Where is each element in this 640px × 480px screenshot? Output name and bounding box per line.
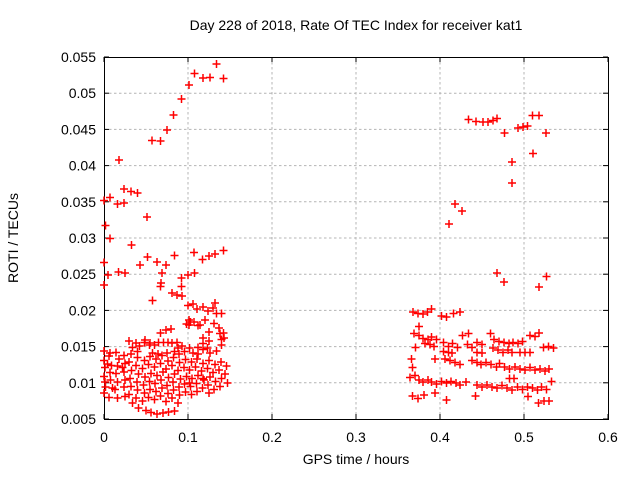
x-tick-label: 0.3 — [346, 429, 366, 445]
x-tick-label: 0.4 — [430, 429, 450, 445]
y-tick-label: 0.02 — [69, 302, 96, 318]
axis-ticks — [103, 56, 609, 420]
x-tick-label: 0.2 — [262, 429, 282, 445]
scatter-series-ROTI — [100, 60, 558, 418]
x-tick-label: 0.6 — [598, 429, 618, 445]
data-points — [100, 60, 558, 418]
x-tick-label: 0.1 — [178, 429, 198, 445]
tick-labels: 0 0.1 0.2 0.3 0.4 0.5 0.6 0.005 0.01 0.015 0.02 0.0… — [61, 49, 618, 445]
y-tick-label: 0.045 — [61, 121, 96, 137]
y-tick-label: 0.03 — [69, 230, 96, 246]
y-axis-label: ROTI / TECUs — [5, 193, 21, 283]
y-tick-label: 0.01 — [69, 375, 96, 391]
chart-title: Day 228 of 2018, Rate Of TEC Index for r… — [190, 17, 523, 33]
grid-lines — [104, 57, 608, 419]
y-tick-label: 0.055 — [61, 49, 96, 65]
x-axis-label: GPS time / hours — [303, 451, 410, 467]
y-tick-label: 0.015 — [61, 339, 96, 355]
y-tick-label: 0.04 — [69, 158, 96, 174]
x-tick-label: 0.5 — [514, 429, 534, 445]
y-tick-label: 0.025 — [61, 266, 96, 282]
x-tick-label: 0 — [100, 429, 108, 445]
y-tick-label: 0.005 — [61, 411, 96, 427]
y-tick-label: 0.05 — [69, 85, 96, 101]
y-tick-label: 0.035 — [61, 194, 96, 210]
